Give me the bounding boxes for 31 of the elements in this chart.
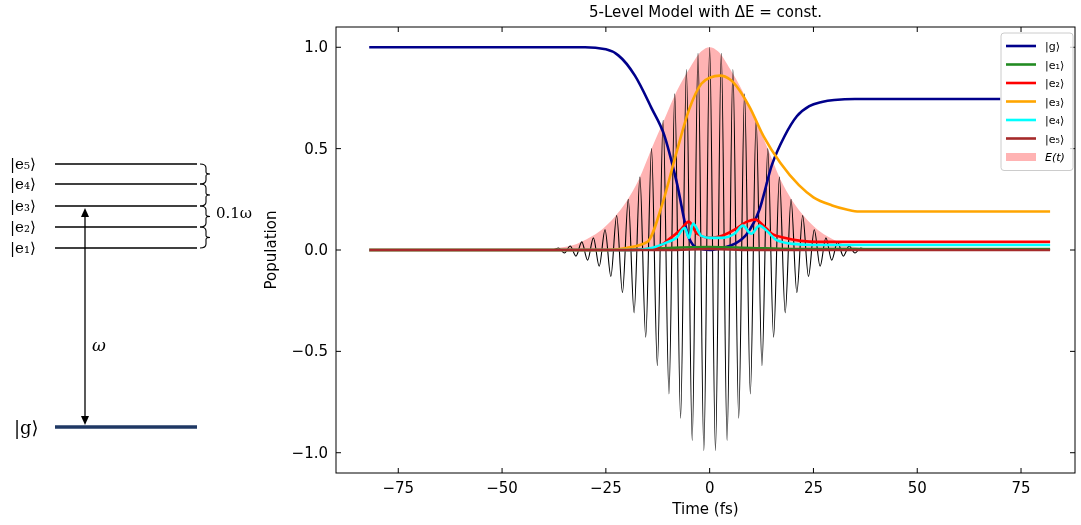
legend-label: |e₂⟩ xyxy=(1045,77,1065,90)
x-tick-label: 75 xyxy=(1011,479,1031,497)
text: |g⟩ xyxy=(14,417,39,439)
legend-label: E(t) xyxy=(1045,151,1065,164)
y-tick-label: −1.0 xyxy=(291,443,328,462)
y-axis-title: Population xyxy=(262,210,280,290)
text: |e₅⟩ xyxy=(10,155,36,173)
text: |e₃⟩ xyxy=(10,197,36,215)
chart-title: 5-Level Model with ΔE = const. xyxy=(589,3,822,21)
legend-label: |e₄⟩ xyxy=(1045,114,1065,127)
text: |e₄⟩ xyxy=(10,175,36,193)
legend-label: |g⟩ xyxy=(1045,40,1060,53)
legend-label: |e₅⟩ xyxy=(1045,132,1065,146)
y-tick-label: 0.5 xyxy=(304,139,328,158)
text: |e₂⟩ xyxy=(10,218,36,236)
text: 0.1ω xyxy=(216,204,253,222)
x-tick-label: −75 xyxy=(382,479,415,497)
text: ω xyxy=(92,335,106,355)
x-tick-label: 50 xyxy=(907,479,927,497)
legend-label: |e₃⟩ xyxy=(1045,95,1065,109)
text: |e₁⟩ xyxy=(10,239,36,257)
x-tick-label: 25 xyxy=(803,479,823,497)
y-tick-label: 0.0 xyxy=(304,241,328,259)
y-tick-label: −0.5 xyxy=(291,342,328,361)
x-tick-label: −50 xyxy=(486,479,518,497)
y-tick-label: 1.0 xyxy=(304,38,328,57)
x-tick-label: 0 xyxy=(704,479,715,497)
x-tick-label: −25 xyxy=(590,479,622,497)
line-series xyxy=(367,45,1002,252)
x-axis-title: Time (fs) xyxy=(671,500,739,518)
legend-label: |e₁⟩ xyxy=(1045,58,1065,72)
